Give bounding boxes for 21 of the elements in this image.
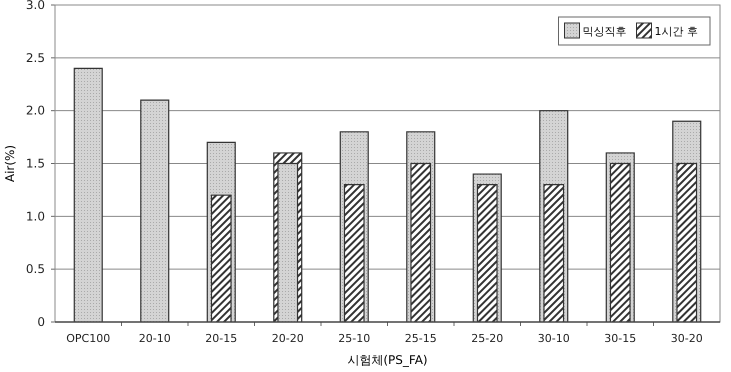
y-tick-label: 3.0	[26, 0, 45, 12]
y-tick-label: 2.5	[26, 50, 45, 65]
y-tick-label: 1.5	[26, 156, 45, 170]
y-tick-label: 2.0	[26, 104, 45, 118]
x-tick-label: 25-20	[471, 332, 504, 345]
x-axis-title: 시험체(PS_FA)	[347, 353, 428, 367]
x-tick-label: 20-20	[272, 332, 304, 345]
x-tick-label: 25-10	[338, 332, 370, 345]
legend-label: 1시간 후	[654, 25, 698, 38]
y-axis-title: Air(%)	[3, 144, 17, 182]
x-tick-label: 20-10	[138, 332, 171, 345]
x-tick-label: 30-10	[538, 332, 570, 345]
x-tick-label: OPC100	[66, 332, 110, 345]
y-tick-label: 1.0	[26, 209, 45, 224]
x-tick-label: 25-15	[404, 332, 437, 345]
y-tick-label: 0.5	[26, 262, 45, 276]
x-tick-label: 20-15	[205, 332, 238, 345]
x-tick-label: 30-20	[670, 332, 703, 345]
x-tick-label: 30-15	[604, 332, 636, 345]
legend-label: 믹싱직후	[582, 25, 626, 38]
y-tick-label: 0	[37, 315, 45, 329]
